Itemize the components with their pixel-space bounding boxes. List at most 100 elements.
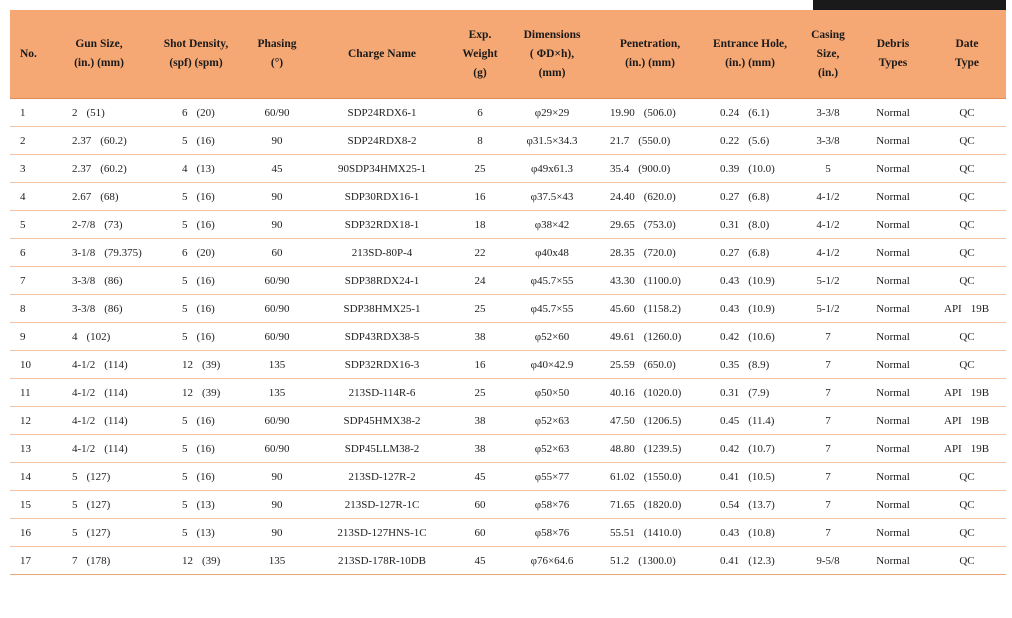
cell-penetration-value: 45.60	[610, 302, 635, 315]
cell-date-type: API 19B	[928, 378, 1006, 407]
cell-entrance-hole-value: (10.0)	[748, 162, 775, 175]
cell-shot-density: 5 (16)	[148, 126, 244, 155]
cell-phasing: 135	[244, 350, 310, 379]
cell-entrance-hole-value: 0.41	[720, 554, 740, 567]
cell-exp-weight-value: 25	[474, 386, 486, 399]
table-row: 2 2.37 (60.2) 5 (16) 90 SDP24RDX8-2 8 φ31.5×34.3…	[10, 126, 1006, 155]
cell-shot-density-value: 5	[182, 134, 188, 147]
cell-date-type: QC	[928, 322, 1006, 351]
cell-shot-density-value: 12	[182, 358, 193, 371]
cell-shot-density: 5 (16)	[148, 210, 244, 239]
cell-gun-size-value: (127)	[86, 526, 111, 539]
cell-charge-name-value: SDP32RDX16-3	[344, 358, 420, 371]
cell-debris-types-value: Normal	[876, 358, 910, 371]
table-row: 14 5 (127) 5 (16) 90 213SD-127R-2 45 φ55×77 61.02…	[10, 462, 1006, 491]
cell-shot-density: 5 (13)	[148, 490, 244, 519]
cell-shot-density: 12 (39)	[148, 350, 244, 379]
cell-penetration-value: 35.4	[610, 162, 630, 175]
cell-phasing: 90	[244, 210, 310, 239]
cell-debris-types: Normal	[858, 434, 928, 463]
cell-phasing: 135	[244, 546, 310, 575]
cell-dimensions: φ52×63	[506, 434, 598, 463]
cell-exp-weight-value: 25	[474, 302, 486, 315]
cell-entrance-hole-value: 0.54	[720, 498, 740, 511]
cell-phasing: 90	[244, 182, 310, 211]
cell-gun-size-value: 2-7/8	[72, 218, 96, 231]
cell-no-value: 14	[20, 470, 31, 483]
cell-gun-size-value: 2.37	[72, 134, 92, 147]
cell-exp-weight: 22	[454, 238, 506, 267]
cell-entrance-hole: 0.42 (10.7)	[702, 434, 798, 463]
cell-shot-density-value: 5	[182, 526, 188, 539]
cell-date-type-value: API	[944, 386, 962, 399]
cell-penetration-value: 51.2	[610, 554, 630, 567]
cell-entrance-hole: 0.41 (10.5)	[702, 462, 798, 491]
cell-shot-density: 5 (16)	[148, 406, 244, 435]
cell-shot-density-value: 5	[182, 414, 188, 427]
cell-exp-weight-value: 25	[474, 162, 486, 175]
cell-casing-size-value: 9-5/8	[816, 554, 840, 567]
cell-date-type: API 19B	[928, 434, 1006, 463]
cell-date-type-value: API	[944, 414, 962, 427]
cell-shot-density-value: 5	[182, 302, 188, 315]
cell-phasing-value: 60/90	[264, 414, 290, 427]
cell-penetration: 29.65 (753.0)	[598, 210, 702, 239]
cell-exp-weight-value: 16	[474, 358, 486, 371]
cell-date-type-value: QC	[959, 330, 975, 343]
cell-charge-name: SDP38RDX24-1	[310, 266, 454, 295]
cell-debris-types-value: Normal	[876, 554, 910, 567]
cell-shot-density-value: 5	[182, 498, 188, 511]
cell-phasing-value: 60/90	[264, 274, 290, 287]
cell-date-type-value: API	[944, 302, 962, 315]
cell-debris-types: Normal	[858, 98, 928, 127]
cell-penetration: 40.16 (1020.0)	[598, 378, 702, 407]
cell-charge-name-value: SDP43RDX38-5	[344, 330, 420, 343]
cell-penetration: 61.02 (1550.0)	[598, 462, 702, 491]
header-line: No.	[20, 47, 37, 60]
cell-debris-types: Normal	[858, 322, 928, 351]
cell-penetration-value: (1020.0)	[643, 386, 682, 399]
cell-debris-types-value: Normal	[876, 526, 910, 539]
cell-entrance-hole-value: (6.8)	[748, 190, 770, 203]
cell-exp-weight: 25	[454, 294, 506, 323]
cell-shot-density: 5 (16)	[148, 182, 244, 211]
cell-gun-size-value: 5	[72, 526, 78, 539]
cell-penetration: 24.40 (620.0)	[598, 182, 702, 211]
table-row: 16 5 (127) 5 (13) 90 213SD-127HNS-1C 60 φ58×76 55…	[10, 518, 1006, 547]
table-header-row: No. Gun Size, (in.) (mm) Shot Density, (spf)…	[10, 10, 1006, 99]
cell-gun-size-value: 2	[72, 106, 78, 119]
cell-exp-weight-value: 8	[477, 134, 483, 147]
cell-penetration-value: (900.0)	[638, 162, 671, 175]
table-row: 12 4-1/2 (114) 5 (16) 60/90 SDP45HMX38-2 38 φ52×…	[10, 406, 1006, 435]
cell-shot-density-value: (16)	[196, 134, 215, 147]
cell-dimensions-value: φ29×29	[534, 106, 570, 119]
cell-exp-weight-value: 38	[474, 414, 486, 427]
cell-charge-name: SDP45LLM38-2	[310, 434, 454, 463]
cell-entrance-hole-value: (10.6)	[748, 330, 775, 343]
cell-gun-size-value: 4-1/2	[72, 386, 96, 399]
cell-phasing-value: 135	[268, 358, 286, 371]
cell-dimensions: φ40×42.9	[506, 350, 598, 379]
cell-debris-types-value: Normal	[876, 442, 910, 455]
cell-no: 1	[10, 98, 50, 127]
cell-charge-name-value: SDP38HMX25-1	[343, 302, 421, 315]
cell-charge-name: 213SD-127R-1C	[310, 490, 454, 519]
cell-casing-size-value: 4-1/2	[816, 190, 840, 203]
cell-date-type-value: QC	[959, 526, 975, 539]
cell-casing-size-value: 5	[825, 162, 831, 175]
cell-gun-size-value: 4-1/2	[72, 358, 96, 371]
cell-entrance-hole: 0.27 (6.8)	[702, 238, 798, 267]
table-row: 15 5 (127) 5 (13) 90 213SD-127R-1C 60 φ58×76 71.6…	[10, 490, 1006, 519]
cell-casing-size: 7	[798, 322, 858, 351]
cell-no-value: 15	[20, 498, 31, 511]
table-row: 4 2.67 (68) 5 (16) 90 SDP30RDX16-1 16 φ37.5×43 24…	[10, 182, 1006, 211]
cell-entrance-hole-value: 0.22	[720, 134, 740, 147]
cell-shot-density: 12 (39)	[148, 546, 244, 575]
header-shot-density: Shot Density, (spf) (spm)	[148, 10, 244, 99]
cell-dimensions-value: φ38×42	[534, 218, 570, 231]
cell-entrance-hole-value: (8.9)	[748, 358, 770, 371]
table-row: 11 4-1/2 (114) 12 (39) 135 213SD-114R-6 25 φ50×5…	[10, 378, 1006, 407]
cell-casing-size-value: 3-3/8	[816, 134, 840, 147]
cell-shot-density-value: (16)	[196, 302, 215, 315]
cell-debris-types: Normal	[858, 462, 928, 491]
